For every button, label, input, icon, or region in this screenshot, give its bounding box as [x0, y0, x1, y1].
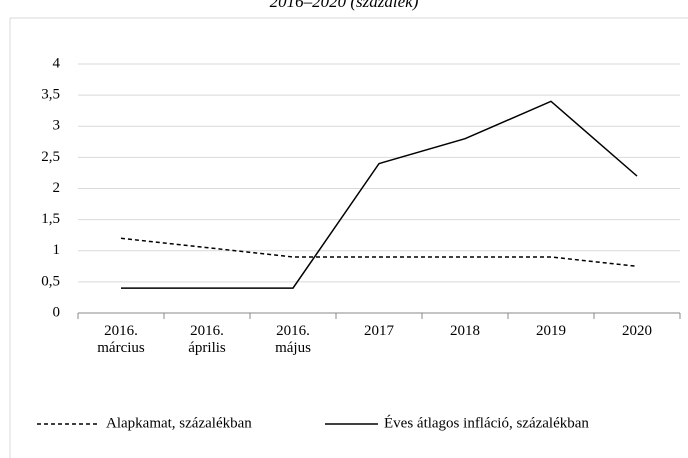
series-line [121, 100, 638, 289]
x-tick-label: 2017 [364, 323, 394, 339]
chart-frame [9, 17, 688, 458]
x-tick-label: 2020 [622, 323, 652, 339]
x-tick-label: 2019 [536, 323, 566, 339]
y-tick-label: 1 [53, 242, 61, 258]
y-tick-label: 0 [53, 304, 61, 320]
y-tick-label: 2,5 [41, 149, 60, 165]
x-tick-label: 2016. április [188, 323, 226, 356]
x-tick-label: 2018 [450, 323, 480, 339]
x-tick-label: 2016. május [275, 323, 311, 356]
legend-label: Alapkamat, százalékban [106, 415, 252, 431]
series-line [120, 237, 638, 268]
y-tick-label: 1,5 [41, 211, 60, 227]
chart-title: 2016–2020 (százalék) [270, 0, 419, 11]
y-tick-label: 2 [53, 180, 61, 196]
y-tick-label: 3,5 [41, 87, 60, 103]
y-tick-label: 4 [53, 55, 61, 71]
y-tick-label: 0,5 [41, 273, 60, 289]
x-tick-label: 2016. március [97, 323, 145, 356]
y-tick-label: 3 [53, 118, 61, 134]
legend-label: Éves átlagos infláció, százalékban [384, 414, 589, 431]
